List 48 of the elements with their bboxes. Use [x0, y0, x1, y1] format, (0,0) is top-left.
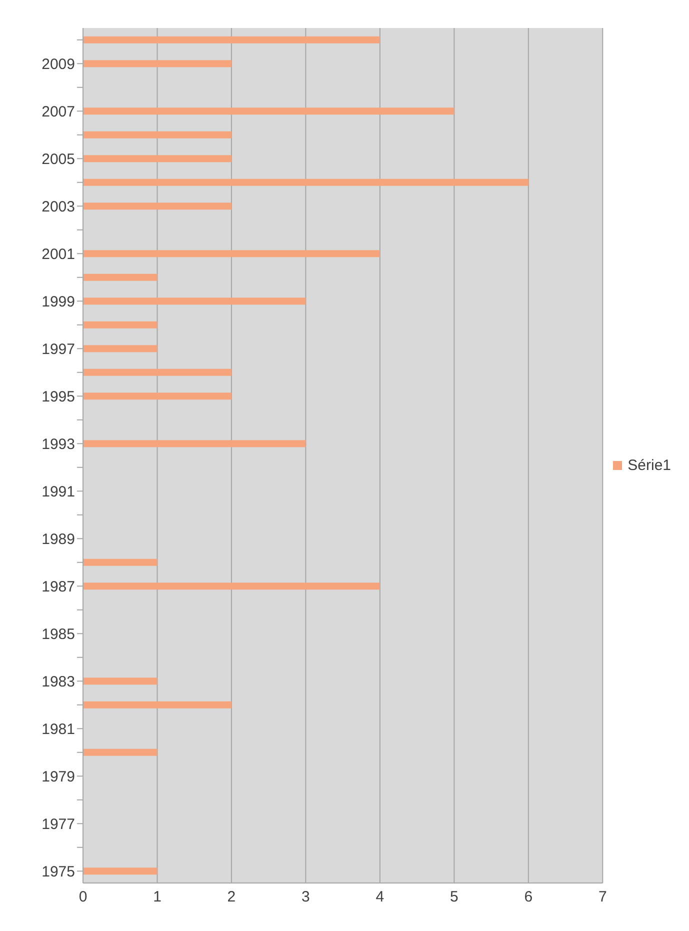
y-tick-label: 1985: [42, 626, 75, 643]
x-tick-label: 4: [376, 888, 384, 906]
y-tick-label: 2007: [42, 103, 75, 120]
bar: [83, 131, 232, 138]
x-tick-label: 3: [302, 888, 310, 906]
y-tick-label: 1979: [42, 768, 75, 786]
bar: [83, 202, 232, 210]
y-tick-label: 1977: [42, 816, 75, 833]
bar: [83, 298, 306, 305]
y-tick-label: 1997: [42, 340, 75, 358]
y-tick-label: 1999: [42, 293, 75, 310]
bar: [83, 582, 380, 590]
y-tick-label: 1975: [42, 863, 75, 880]
bar: [83, 392, 232, 400]
bar: [83, 748, 158, 756]
bar: [83, 250, 380, 258]
bar: [83, 558, 158, 566]
y-tick-label: 1993: [42, 436, 75, 453]
x-tick-label: 7: [598, 888, 607, 906]
bar: [83, 108, 454, 115]
y-tick-label: 2003: [42, 198, 75, 216]
x-tick-label: 1: [153, 888, 162, 906]
y-tick-label: 1987: [42, 578, 75, 596]
y-tick-label: 1983: [42, 673, 75, 690]
bar: [83, 868, 158, 875]
bar: [83, 274, 158, 281]
bar: [83, 178, 528, 186]
bar: [83, 36, 380, 44]
bar: [83, 440, 306, 448]
bar: [83, 678, 158, 685]
y-tick-label: 1989: [42, 530, 75, 548]
y-tick-label: 1981: [42, 720, 75, 738]
x-tick-label: 6: [524, 888, 533, 906]
bar: [83, 345, 158, 352]
bar: [83, 60, 232, 68]
y-tick-label: 1995: [42, 388, 75, 406]
y-tick-label: 1991: [42, 483, 75, 500]
bar: [83, 321, 158, 328]
legend-label: Série1: [628, 457, 671, 474]
bar: [83, 155, 232, 162]
y-tick-label: 2005: [42, 150, 75, 168]
y-tick-label: 2001: [42, 246, 75, 263]
bar: [83, 701, 232, 708]
y-tick-label: 2009: [42, 56, 75, 73]
x-tick-label: 0: [78, 888, 88, 906]
x-tick-label: 2: [227, 888, 236, 906]
x-tick-label: 5: [450, 888, 458, 906]
bar: [83, 368, 232, 376]
